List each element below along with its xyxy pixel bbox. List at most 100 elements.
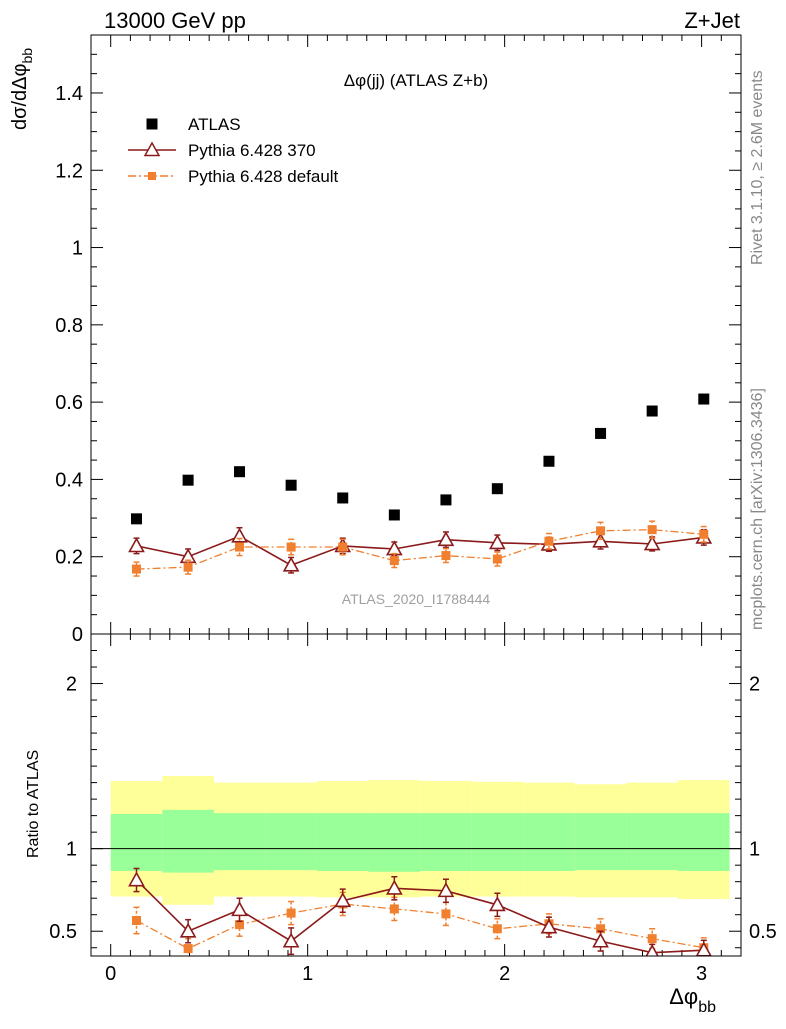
ratio-y-tick-label-right: 2	[749, 674, 760, 696]
ratio-band-green	[368, 813, 421, 872]
ratio-pythia-default-point	[183, 944, 193, 954]
ratio-band-green	[420, 813, 472, 871]
pythia-370-point	[282, 556, 300, 572]
ratio-pythia-default-point	[389, 904, 399, 914]
ratio-pythia-370-point	[231, 901, 248, 917]
atlas-data-point	[646, 405, 658, 417]
process-label: Z+Jet	[684, 8, 740, 33]
x-tick-label: 2	[499, 963, 510, 985]
legend-item: Pythia 6.428 default	[128, 167, 339, 186]
ratio-axes: 0.5 0.5 1 1 2 2 0 1 2 3	[49, 634, 777, 985]
ratio-band-green	[213, 813, 266, 871]
atlas-data-point	[234, 466, 246, 478]
ratio-pythia-default-point	[647, 934, 657, 944]
pythia-default-point	[596, 526, 606, 536]
legend: ATLAS Pythia 6.428 370 Pythia 6.428 defaul…	[128, 115, 339, 186]
ratio-pythia-370-point	[592, 932, 609, 948]
pythia-default-point	[647, 525, 657, 535]
legend-label: Pythia 6.428 370	[188, 141, 316, 160]
pythia-default-point	[389, 556, 399, 566]
pythia-default-point	[492, 554, 502, 564]
atlas-data-point	[543, 455, 555, 467]
ratio-y-tick-label: 1	[66, 839, 77, 861]
ratio-band-green	[265, 813, 317, 871]
pythia-default-point	[235, 542, 245, 552]
pythia-default-point	[441, 551, 451, 561]
atlas-data-point	[595, 427, 607, 439]
ratio-band-green	[162, 809, 214, 873]
ratio-band-green	[110, 813, 163, 871]
main-y-axis-label-sub: bb	[19, 48, 35, 64]
ratio-pythia-default-point	[132, 915, 141, 925]
ratio-pythia-370-point	[645, 944, 659, 956]
main-y-tick-label: 0.2	[55, 547, 83, 569]
ratio-band-green	[523, 813, 575, 871]
x-tick-label: 3	[696, 963, 707, 985]
pythia-default-point	[544, 536, 554, 546]
main-y-tick-label: 0.4	[55, 469, 83, 491]
ratio-pythia-370-point	[540, 918, 558, 934]
ratio-band-green	[574, 813, 627, 871]
x-axis-label-sub: bb	[698, 999, 716, 1016]
pythia-370-point	[231, 527, 248, 543]
energy-label: 13000 GeV pp	[104, 8, 246, 33]
main-axes: 0 0.2 0.4 0.6 0.8 1 1.2 1.4	[55, 34, 742, 646]
ratio-y-axis-label: Ratio to ATLAS	[25, 750, 42, 858]
ratio-y-tick-label-right: 1	[749, 839, 760, 861]
pythia-default-point	[699, 529, 709, 539]
main-y-axis-label: dσ/dΔφbb	[9, 48, 35, 130]
ratio-pythia-default-series-line	[136, 903, 704, 950]
ratio-pythia-370-point	[282, 932, 300, 948]
ratio-pythia-370-series-line	[135, 879, 704, 954]
ratio-y-tick-label: 0.5	[49, 921, 77, 943]
main-y-tick-label: 1.2	[55, 160, 83, 182]
atlas-data-point	[491, 483, 503, 495]
ratio-plot-frame	[90, 633, 742, 957]
ratio-pythia-370-point	[334, 892, 352, 908]
x-tick-label: 0	[105, 963, 116, 985]
ratio-band-green	[626, 813, 678, 871]
pythia-default-point	[338, 542, 348, 552]
mcplots-label: mcplots.cern.ch [arXiv:1306.3436]	[749, 388, 766, 630]
atlas-data-point	[182, 474, 194, 486]
main-title: Δφ(jj) (ATLAS Z+b)	[344, 71, 488, 90]
legend-label: ATLAS	[188, 115, 241, 134]
legend-marker	[146, 118, 158, 130]
atlas-data-point	[131, 513, 142, 525]
atlas-data-point	[698, 393, 710, 405]
ratio-pythia-default-point	[492, 924, 502, 934]
legend-label: Pythia 6.428 default	[188, 167, 339, 186]
ratio-pythia-370-point	[128, 871, 145, 887]
x-axis-label-main: Δφ	[669, 984, 698, 1009]
legend-item: Pythia 6.428 370	[128, 141, 316, 160]
atlas-data-point	[337, 492, 349, 504]
pythia-370-point	[128, 537, 145, 553]
x-tick-label: 1	[302, 963, 313, 985]
ratio-band-green	[471, 813, 524, 871]
atlas-data-point	[285, 479, 297, 491]
pythia-370-point	[643, 535, 661, 551]
pythia-default-point	[286, 542, 296, 552]
main-y-tick-label: 0.6	[55, 392, 83, 414]
ratio-pythia-default-point	[286, 908, 296, 918]
analysis-id-label: ATLAS_2020_I1788444	[342, 591, 491, 607]
pythia-370-series-line	[136, 535, 704, 567]
ratio-pythia-370-point	[695, 941, 712, 956]
ratio-y-tick-label-right: 0.5	[749, 921, 777, 943]
ratio-y-tick-label: 2	[66, 674, 77, 696]
ratio-pythia-370-point	[437, 882, 455, 898]
main-y-tick-label: 1.4	[55, 83, 83, 105]
atlas-data-point	[440, 494, 452, 506]
legend-item: ATLAS	[146, 115, 241, 134]
main-y-tick-label: 0.8	[55, 315, 83, 337]
ratio-plot-panel: 0.5 0.5 1 1 2 2 0 1 2 3 Ratio to ATLAS Δφbb	[25, 633, 777, 1016]
pythia-default-point	[183, 562, 193, 572]
ratio-pythia-370-point	[488, 896, 506, 912]
legend-marker	[148, 172, 156, 180]
rivet-label: Rivet 3.1.10, ≥ 2.6M events	[749, 70, 766, 265]
x-axis-label: Δφbb	[669, 984, 716, 1016]
ratio-band-green	[677, 813, 730, 871]
pythia-370-point	[592, 532, 609, 548]
ratio-pythia-370-point	[179, 922, 197, 938]
